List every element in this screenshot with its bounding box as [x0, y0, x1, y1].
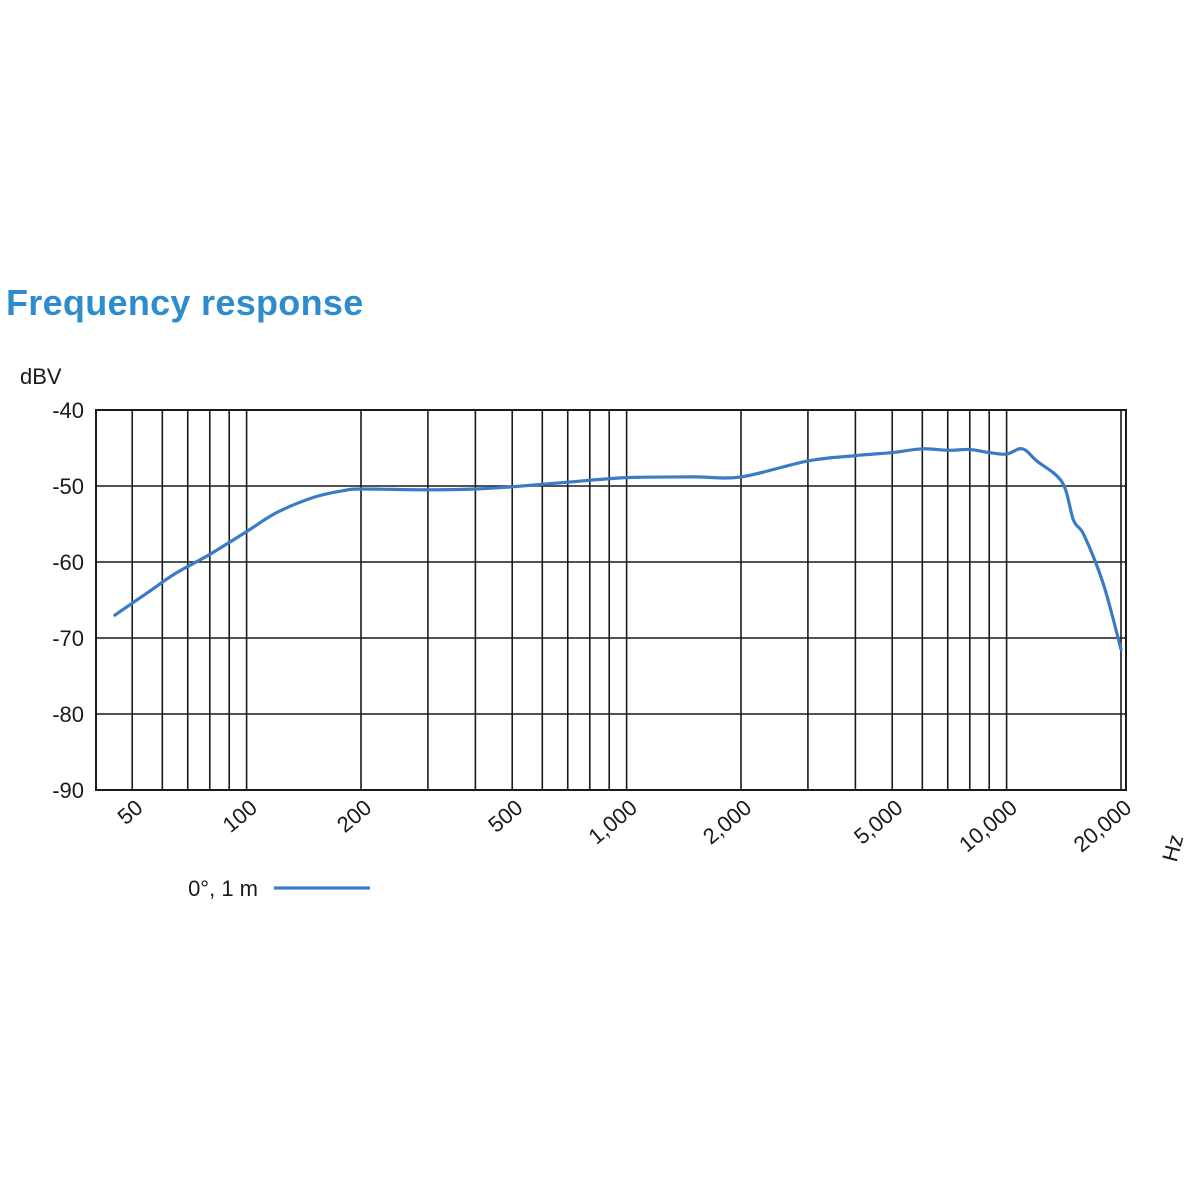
- x-tick-label: 1,000: [584, 795, 642, 850]
- plot-frame: [95, 409, 1127, 791]
- grid: [95, 409, 1127, 791]
- x-tick-label: 20,000: [1069, 795, 1137, 857]
- y-tick-label: -80: [52, 702, 84, 727]
- x-tick-label: 50: [113, 795, 148, 830]
- x-tick-label: 200: [332, 795, 376, 838]
- tick-labels: -40 -50 -60 -70 -80 -90 50 100 200 500 1,000 2,000 5…: [52, 398, 1136, 857]
- chart-title: Frequency response: [6, 282, 364, 323]
- series-layer: [113, 447, 1123, 651]
- y-axis-label: dBV: [20, 364, 62, 389]
- x-axis-label: Hz: [1157, 832, 1188, 864]
- y-tick-label: -60: [52, 550, 84, 575]
- series-line-0: [113, 447, 1123, 651]
- legend: 0°, 1 m: [188, 876, 370, 901]
- y-tick-label: -50: [52, 474, 84, 499]
- y-tick-label: -90: [52, 778, 84, 803]
- x-tick-label: 500: [483, 795, 527, 838]
- legend-label: 0°, 1 m: [188, 876, 258, 901]
- x-tick-label: 2,000: [698, 795, 756, 850]
- y-tick-label: -70: [52, 626, 84, 651]
- x-tick-label: 5,000: [849, 795, 907, 850]
- x-tick-label: 100: [218, 795, 262, 838]
- y-tick-label: -40: [52, 398, 84, 423]
- x-tick-label: 10,000: [954, 795, 1022, 857]
